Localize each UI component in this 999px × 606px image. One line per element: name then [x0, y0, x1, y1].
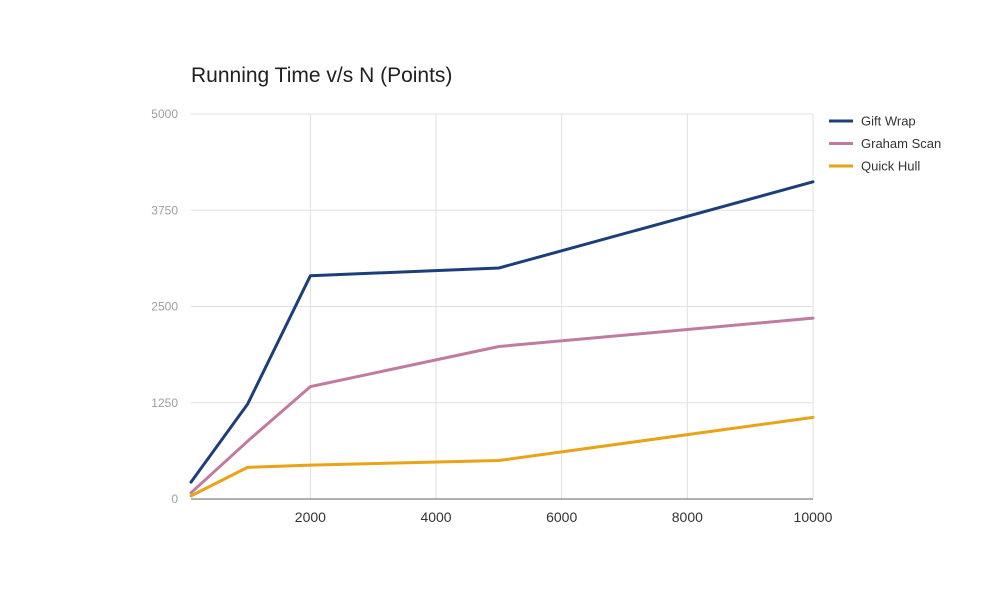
- series-lines: [189, 180, 815, 498]
- grid: [191, 113, 814, 499]
- x-tick-label: 10000: [794, 509, 833, 525]
- series-line-quick-hull: [189, 415, 815, 498]
- chart-title: Running Time v/s N (Points): [191, 64, 452, 87]
- series-line-gift-wrap: [189, 180, 815, 484]
- axes: 0 1250 2500 3750 5000 2000 4000 6000 8000 10000: [151, 107, 832, 525]
- y-tick-label: 3750: [151, 203, 178, 217]
- x-tick-label: 8000: [672, 509, 703, 525]
- x-tick-label: 6000: [546, 509, 577, 525]
- legend-label: Graham Scan: [861, 136, 941, 151]
- x-tick-label: 4000: [420, 509, 451, 525]
- legend-label: Quick Hull: [861, 159, 920, 174]
- y-tick-label: 0: [171, 492, 178, 506]
- y-tick-label: 1250: [151, 396, 178, 410]
- x-tick-label: 2000: [295, 509, 326, 525]
- legend: Gift Wrap Graham Scan Quick Hull: [829, 114, 941, 174]
- legend-label: Gift Wrap: [861, 114, 916, 129]
- series-line-graham-scan: [189, 316, 815, 495]
- y-tick-label: 2500: [151, 300, 178, 314]
- y-tick-label: 5000: [151, 107, 178, 121]
